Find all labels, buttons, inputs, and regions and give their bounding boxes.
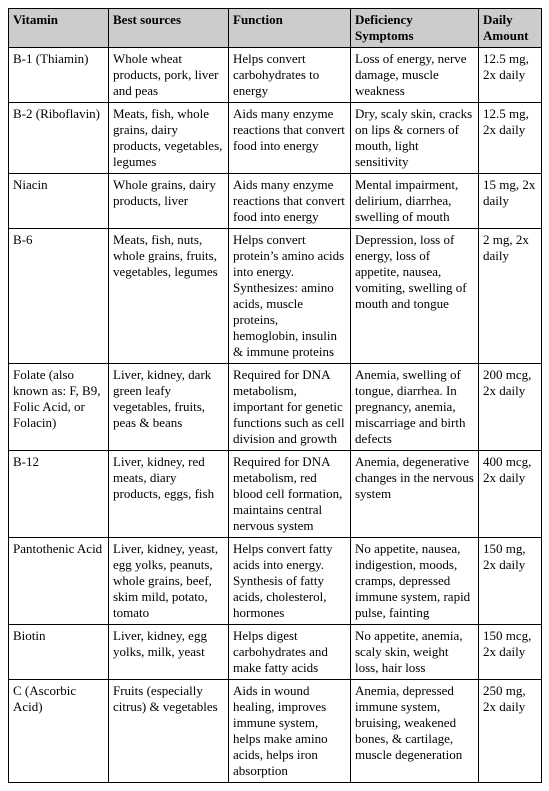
table-header-row: Vitamin Best sources Function Deficiency… xyxy=(9,9,542,48)
cell-amount: 150 mcg, 2x daily xyxy=(479,625,542,680)
cell-function: Required for DNA metabolism, important f… xyxy=(229,364,351,451)
cell-vitamin: Niacin xyxy=(9,174,109,229)
col-header-function: Function xyxy=(229,9,351,48)
table-row: B-2 (Riboflavin)Meats, fish, whole grain… xyxy=(9,103,542,174)
cell-sources: Liver, kidney, red meats, diary products… xyxy=(109,451,229,538)
cell-amount: 400 mcg, 2x daily xyxy=(479,451,542,538)
cell-deficiency: Mental impairment, delirium, diarrhea, s… xyxy=(351,174,479,229)
table-row: Pantothenic AcidLiver, kidney, yeast, eg… xyxy=(9,538,542,625)
cell-amount: 200 mcg, 2x daily xyxy=(479,364,542,451)
cell-vitamin: B-2 (Riboflavin) xyxy=(9,103,109,174)
cell-deficiency: No appetite, anemia, scaly skin, weight … xyxy=(351,625,479,680)
cell-sources: Liver, kidney, dark green leafy vegetabl… xyxy=(109,364,229,451)
cell-sources: Liver, kidney, egg yolks, milk, yeast xyxy=(109,625,229,680)
table-row: C (Ascorbic Acid)Fruits (especially citr… xyxy=(9,680,542,783)
cell-amount: 250 mg, 2x daily xyxy=(479,680,542,783)
vitamins-table: Vitamin Best sources Function Deficiency… xyxy=(8,8,542,783)
cell-sources: Whole wheat products, pork, liver and pe… xyxy=(109,48,229,103)
cell-deficiency: Anemia, swelling of tongue, diarrhea. In… xyxy=(351,364,479,451)
table-row: BiotinLiver, kidney, egg yolks, milk, ye… xyxy=(9,625,542,680)
cell-vitamin: Folate (also known as: F, B9, Folic Acid… xyxy=(9,364,109,451)
cell-sources: Whole grains, dairy products, liver xyxy=(109,174,229,229)
cell-vitamin: Pantothenic Acid xyxy=(9,538,109,625)
col-header-vitamin: Vitamin xyxy=(9,9,109,48)
cell-amount: 150 mg, 2x daily xyxy=(479,538,542,625)
cell-function: Required for DNA metabolism, red blood c… xyxy=(229,451,351,538)
col-header-sources: Best sources xyxy=(109,9,229,48)
cell-sources: Meats, fish, nuts, whole grains, fruits,… xyxy=(109,229,229,364)
cell-vitamin: C (Ascorbic Acid) xyxy=(9,680,109,783)
cell-vitamin: B-12 xyxy=(9,451,109,538)
col-header-amount: Daily Amount xyxy=(479,9,542,48)
cell-deficiency: Dry, scaly skin, cracks on lips & corner… xyxy=(351,103,479,174)
cell-function: Aids in wound healing, improves immune s… xyxy=(229,680,351,783)
cell-function: Helps digest carbohydrates and make fatt… xyxy=(229,625,351,680)
cell-amount: 12.5 mg, 2x daily xyxy=(479,103,542,174)
cell-deficiency: Loss of energy, nerve damage, muscle wea… xyxy=(351,48,479,103)
cell-function: Aids many enzyme reactions that convert … xyxy=(229,103,351,174)
cell-amount: 15 mg, 2x daily xyxy=(479,174,542,229)
cell-function: Helps convert fatty acids into energy. S… xyxy=(229,538,351,625)
cell-sources: Fruits (especially citrus) & vegetables xyxy=(109,680,229,783)
cell-deficiency: Anemia, depressed immune system, bruisin… xyxy=(351,680,479,783)
col-header-deficiency: Deficiency Symptoms xyxy=(351,9,479,48)
cell-vitamin: B-1 (Thiamin) xyxy=(9,48,109,103)
cell-function: Aids many enzyme reactions that convert … xyxy=(229,174,351,229)
cell-amount: 2 mg, 2x daily xyxy=(479,229,542,364)
table-row: Folate (also known as: F, B9, Folic Acid… xyxy=(9,364,542,451)
cell-function: Helps convert carbohydrates to energy xyxy=(229,48,351,103)
table-row: NiacinWhole grains, dairy products, live… xyxy=(9,174,542,229)
cell-amount: 12.5 mg, 2x daily xyxy=(479,48,542,103)
table-row: B-6Meats, fish, nuts, whole grains, frui… xyxy=(9,229,542,364)
cell-deficiency: No appetite, nausea, indigestion, moods,… xyxy=(351,538,479,625)
table-row: B-12Liver, kidney, red meats, diary prod… xyxy=(9,451,542,538)
cell-deficiency: Anemia, degenerative changes in the nerv… xyxy=(351,451,479,538)
cell-vitamin: B-6 xyxy=(9,229,109,364)
table-row: B-1 (Thiamin)Whole wheat products, pork,… xyxy=(9,48,542,103)
cell-sources: Liver, kidney, yeast, egg yolks, peanuts… xyxy=(109,538,229,625)
cell-deficiency: Depression, loss of energy, loss of appe… xyxy=(351,229,479,364)
cell-sources: Meats, fish, whole grains, dairy product… xyxy=(109,103,229,174)
cell-function: Helps convert protein’s amino acids into… xyxy=(229,229,351,364)
cell-vitamin: Biotin xyxy=(9,625,109,680)
